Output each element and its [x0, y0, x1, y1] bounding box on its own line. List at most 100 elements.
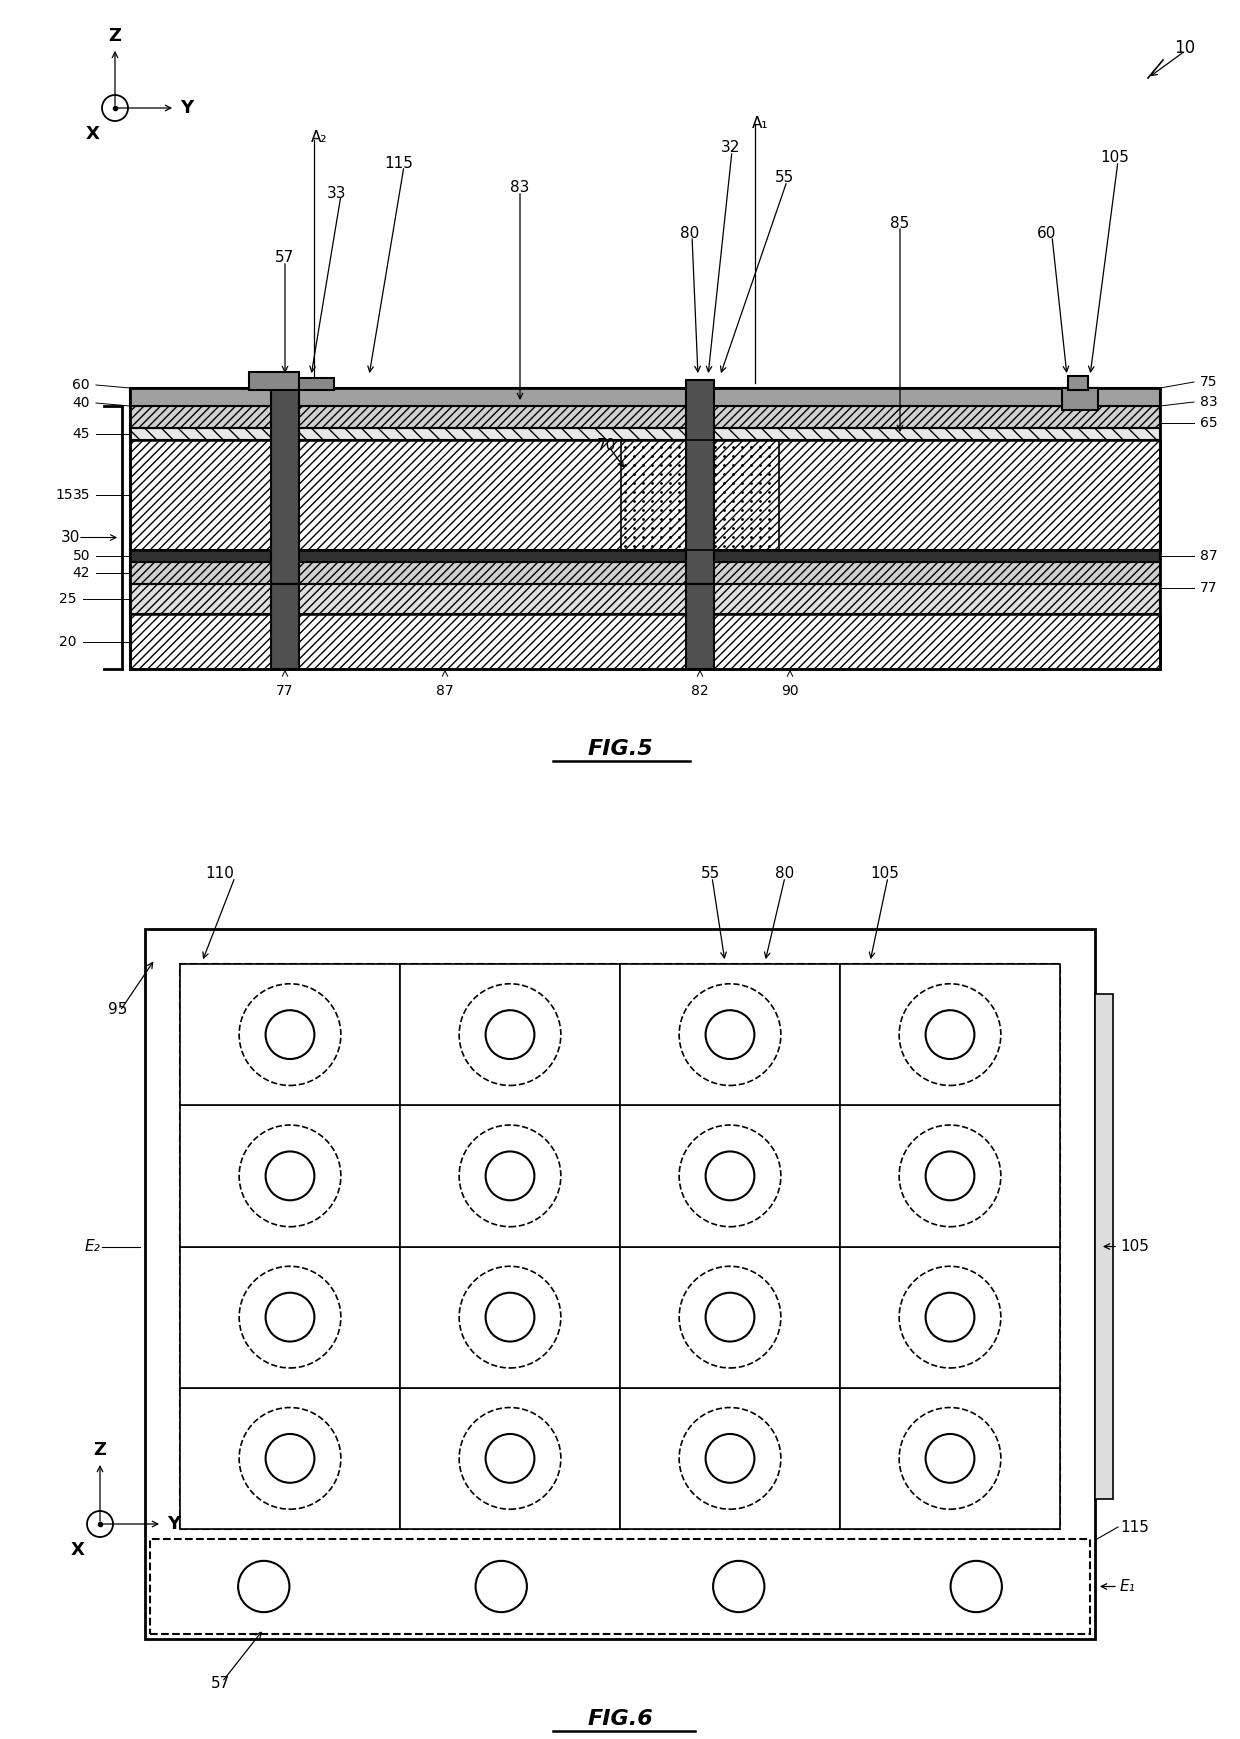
Text: 115: 115	[384, 155, 413, 170]
Bar	[130, 428, 1159, 440]
Text: Z: Z	[109, 28, 122, 45]
Circle shape	[486, 1292, 534, 1341]
Bar	[621, 440, 779, 550]
Bar	[620, 1106, 839, 1247]
Bar	[272, 381, 299, 584]
Circle shape	[476, 1562, 527, 1612]
Text: 85: 85	[890, 216, 910, 231]
Text: Y: Y	[167, 1515, 181, 1534]
Circle shape	[486, 1151, 534, 1200]
Circle shape	[899, 1407, 1001, 1509]
Circle shape	[265, 1292, 315, 1341]
Bar	[1095, 995, 1114, 1499]
Text: 75: 75	[1200, 376, 1218, 390]
Circle shape	[706, 1151, 754, 1200]
Circle shape	[239, 1407, 341, 1509]
Circle shape	[925, 1151, 975, 1200]
Circle shape	[459, 1266, 560, 1369]
Text: 90: 90	[781, 683, 799, 697]
Text: 83: 83	[511, 181, 529, 195]
Circle shape	[713, 1562, 764, 1612]
Bar	[686, 584, 714, 670]
Circle shape	[459, 1125, 560, 1226]
Circle shape	[899, 1266, 1001, 1369]
Bar	[130, 614, 1159, 670]
Circle shape	[265, 1151, 315, 1200]
Text: 42: 42	[72, 565, 91, 581]
Text: X: X	[71, 1541, 84, 1558]
Bar	[180, 963, 1060, 1529]
Circle shape	[706, 1010, 754, 1059]
Text: 115: 115	[1120, 1520, 1149, 1534]
Text: A₁: A₁	[751, 115, 769, 130]
Bar	[1068, 376, 1087, 390]
Text: 35: 35	[72, 489, 91, 503]
Bar	[180, 1247, 401, 1388]
Text: 57: 57	[275, 250, 295, 266]
Bar	[272, 584, 299, 670]
Text: 95: 95	[108, 1002, 128, 1017]
Circle shape	[680, 984, 781, 1085]
Text: 105: 105	[1120, 1238, 1149, 1254]
Text: 60: 60	[1038, 226, 1056, 240]
Circle shape	[680, 1125, 781, 1226]
Text: 33: 33	[327, 186, 347, 200]
Circle shape	[680, 1266, 781, 1369]
Bar	[620, 1247, 839, 1388]
Bar	[401, 1106, 620, 1247]
Bar	[180, 1388, 401, 1529]
Text: 50: 50	[72, 550, 91, 563]
Bar	[130, 584, 1159, 614]
Text: 70: 70	[596, 438, 615, 452]
Text: 105: 105	[870, 866, 899, 882]
Text: 87: 87	[436, 683, 454, 697]
Text: 55: 55	[775, 170, 795, 186]
Bar	[130, 405, 1159, 428]
Circle shape	[951, 1562, 1002, 1612]
Text: 15: 15	[56, 489, 73, 503]
Text: Z: Z	[93, 1442, 107, 1459]
Bar	[401, 963, 620, 1106]
Text: 110: 110	[206, 866, 234, 882]
Text: 82: 82	[691, 683, 709, 697]
Bar	[130, 562, 1159, 584]
Circle shape	[706, 1435, 754, 1483]
Bar	[839, 1106, 1060, 1247]
Bar	[401, 1247, 620, 1388]
Text: X: X	[86, 125, 100, 143]
Bar	[620, 1388, 839, 1529]
Bar	[130, 428, 1159, 440]
Bar	[839, 1388, 1060, 1529]
Text: 80: 80	[775, 866, 795, 882]
Circle shape	[238, 1562, 289, 1612]
Text: 87: 87	[1200, 550, 1218, 563]
Bar	[150, 1539, 1090, 1635]
Text: 57: 57	[211, 1676, 229, 1692]
Bar	[686, 381, 714, 584]
Circle shape	[239, 1125, 341, 1226]
Circle shape	[265, 1435, 315, 1483]
Bar	[130, 440, 1159, 550]
Bar	[130, 562, 1159, 584]
Text: A₂: A₂	[311, 130, 327, 146]
Circle shape	[265, 1010, 315, 1059]
Circle shape	[899, 1125, 1001, 1226]
Bar	[130, 388, 1159, 405]
Text: FIG.5: FIG.5	[587, 739, 653, 758]
Bar	[839, 963, 1060, 1106]
Circle shape	[87, 1511, 113, 1537]
Circle shape	[459, 1407, 560, 1509]
Text: E₂: E₂	[84, 1238, 100, 1254]
Text: 30: 30	[61, 530, 79, 544]
Bar	[130, 405, 1159, 428]
Text: 77: 77	[1200, 581, 1218, 595]
Bar	[130, 614, 1159, 670]
Text: 25: 25	[58, 591, 76, 605]
Text: 80: 80	[681, 226, 699, 240]
Circle shape	[486, 1010, 534, 1059]
Bar	[1061, 388, 1097, 410]
Text: 83: 83	[1200, 395, 1218, 409]
Circle shape	[680, 1407, 781, 1509]
Bar	[299, 377, 334, 390]
Text: 20: 20	[58, 635, 76, 649]
